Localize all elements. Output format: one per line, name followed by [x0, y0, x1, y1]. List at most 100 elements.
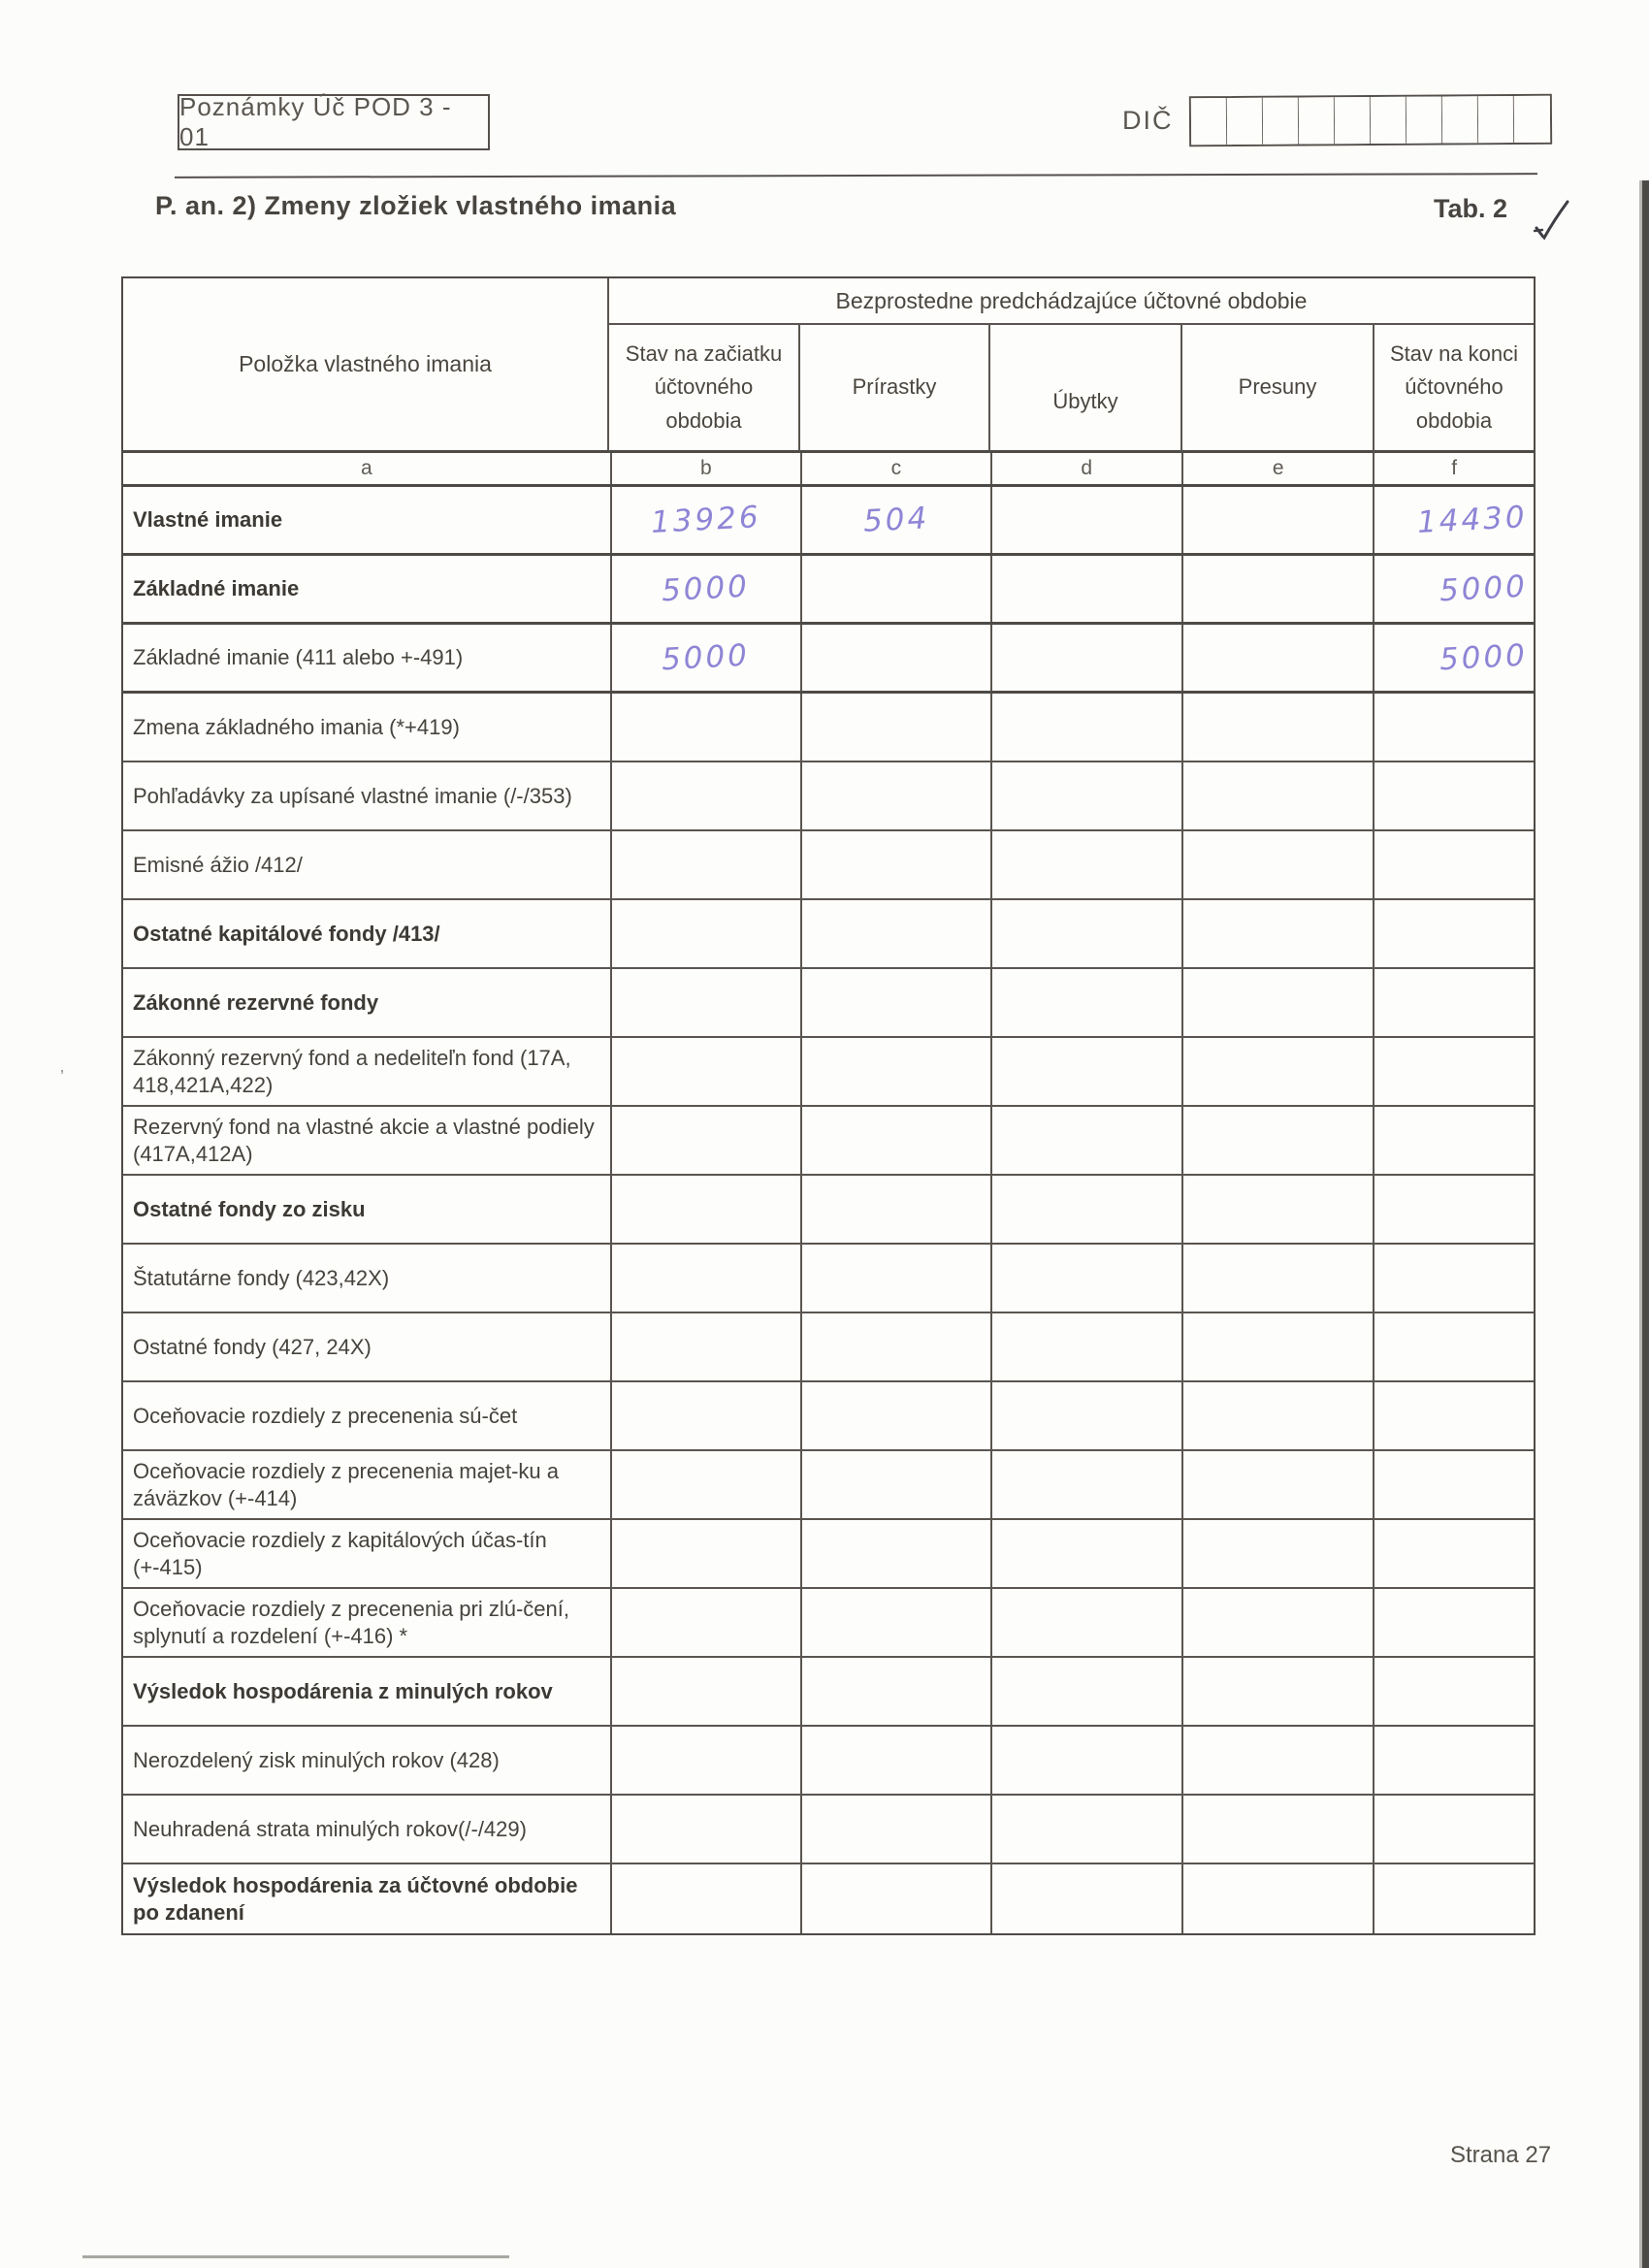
- value-cell-d: [992, 625, 1183, 691]
- value-cell-b: 13926: [612, 487, 803, 553]
- value-cell-c: [802, 1796, 992, 1863]
- dic-cell: [1370, 96, 1406, 144]
- value-cell-b: [612, 1176, 803, 1243]
- handwritten-value: 5000: [1439, 568, 1529, 609]
- value-cell-c: [802, 556, 992, 622]
- value-cell-f: [1374, 900, 1534, 967]
- handwritten-value: 5000: [661, 637, 752, 678]
- dic-cell: [1190, 98, 1227, 146]
- value-cell-d: [992, 1864, 1183, 1933]
- handwritten-value: 14430: [1416, 500, 1529, 540]
- row-label: Nerozdelený zisk minulých rokov (428): [123, 1727, 612, 1794]
- scan-edge-artifact-light: [1639, 180, 1642, 2268]
- value-cell-e: [1183, 1313, 1375, 1380]
- table-row: Výsledok hospodárenia z minulých rokov: [123, 1658, 1534, 1727]
- value-cell-b: [612, 831, 803, 898]
- letter-cell: b: [612, 453, 803, 484]
- table-row: Zákonný rezervný fond a nedeliteľn fond …: [123, 1038, 1534, 1107]
- dic-grid: [1188, 93, 1552, 147]
- table-row: Základné imanie (411 alebo +-491) 5000 500…: [123, 625, 1534, 694]
- subheader-col-f: Stav na konci účtovného obdobia: [1374, 325, 1534, 453]
- table-row: Emisné ážio /412/: [123, 831, 1534, 900]
- value-cell-f: [1374, 1245, 1534, 1312]
- subheader-col-d: Úbytky: [990, 325, 1182, 453]
- subheader-col-e: Presuny: [1182, 325, 1374, 453]
- header-right: Bezprostedne predchádzajúce účtovné obdo…: [609, 278, 1534, 453]
- value-cell-d: [992, 1382, 1183, 1449]
- dic-cell: [1513, 95, 1550, 143]
- subheader-col-c: Prírastky: [800, 325, 990, 453]
- period-span-header: Bezprostedne predchádzajúce účtovné obdo…: [609, 278, 1534, 325]
- value-cell-c: [802, 1038, 992, 1105]
- form-code-box: Poznámky Úč POD 3 - 01: [178, 92, 490, 151]
- table-row: Rezervný fond na vlastné akcie a vlastné…: [123, 1107, 1534, 1176]
- value-cell-b: [612, 1313, 803, 1380]
- value-cell-b: [612, 1727, 803, 1794]
- row-label: Zákonný rezervný fond a nedeliteľn fond …: [123, 1038, 612, 1105]
- dic-cell: [1477, 95, 1514, 144]
- value-cell-b: [612, 1520, 803, 1587]
- tab-label: Tab. 2: [1434, 194, 1508, 223]
- row-label: Oceňovacie rozdiely z precenenia pri zlú…: [123, 1589, 612, 1656]
- value-cell-e: [1183, 1520, 1375, 1587]
- value-cell-d: [992, 831, 1183, 898]
- value-cell-d: [992, 1658, 1183, 1725]
- row-label: Emisné ážio /412/: [123, 831, 612, 898]
- table-body: Vlastné imanie 13926 504 14430 Základné iman…: [123, 487, 1534, 1933]
- value-cell-d: [992, 487, 1183, 553]
- value-cell-e: [1183, 625, 1375, 691]
- value-cell-f: [1374, 1727, 1534, 1794]
- handwritten-value: 5000: [1439, 637, 1529, 678]
- row-label: Oceňovacie rozdiely z precenenia sú-čet: [123, 1382, 612, 1449]
- value-cell-d: [992, 1451, 1183, 1518]
- value-cell-f: [1374, 1107, 1534, 1174]
- value-cell-c: [802, 1451, 992, 1518]
- page-number: Strana 27: [1450, 2142, 1552, 2168]
- dic-cell: [1406, 96, 1442, 144]
- table-row: Zákonné rezervné fondy: [123, 969, 1534, 1038]
- value-cell-f: [1374, 762, 1534, 829]
- section-title: P. an. 2) Zmeny zložiek vlastného imania: [155, 191, 677, 220]
- table-row: Ostatné fondy zo zisku: [123, 1176, 1534, 1245]
- form-code-label: Poznámky Úč POD 3 - 01: [179, 92, 452, 151]
- table-row: Neuhradená strata minulých rokov(/-/429): [123, 1796, 1534, 1864]
- value-cell-f: [1374, 1520, 1534, 1587]
- value-cell-b: [612, 1589, 803, 1656]
- value-cell-d: [992, 1176, 1183, 1243]
- value-cell-c: [802, 694, 992, 761]
- subheader-row: Stav na začiatku účtovného obdobia Príras…: [609, 325, 1534, 453]
- row-label: Oceňovacie rozdiely z precenenia majet-k…: [123, 1451, 612, 1518]
- value-cell-e: [1183, 1245, 1375, 1312]
- row-label: Neuhradená strata minulých rokov(/-/429): [123, 1796, 612, 1863]
- value-cell-f: [1374, 1038, 1534, 1105]
- value-cell-c: [802, 625, 992, 691]
- value-cell-d: [992, 1589, 1183, 1656]
- letter-cell: d: [992, 453, 1183, 484]
- handwritten-value: 13926: [650, 500, 762, 540]
- value-cell-f: 5000: [1374, 625, 1534, 691]
- value-cell-f: [1374, 1313, 1534, 1380]
- value-cell-f: [1374, 969, 1534, 1036]
- value-cell-b: [612, 1107, 803, 1174]
- value-cell-c: [802, 1589, 992, 1656]
- row-label: Zákonné rezervné fondy: [123, 969, 612, 1036]
- dic-cell: [1226, 97, 1263, 146]
- value-cell-b: [612, 1864, 803, 1933]
- value-cell-f: [1374, 694, 1534, 761]
- table-row: Nerozdelený zisk minulých rokov (428): [123, 1727, 1534, 1796]
- dic-section: DIČ: [1122, 93, 1552, 147]
- value-cell-d: [992, 1313, 1183, 1380]
- value-cell-f: [1374, 1451, 1534, 1518]
- table-row: Ostatné fondy (427, 24X): [123, 1313, 1534, 1382]
- row-label: Základné imanie (411 alebo +-491): [123, 625, 612, 691]
- table-row: Oceňovacie rozdiely z precenenia sú-čet: [123, 1382, 1534, 1451]
- table-row: Štatutárne fondy (423,42X): [123, 1245, 1534, 1313]
- value-cell-c: [802, 1658, 992, 1725]
- scan-speck: ·: [291, 1331, 296, 1346]
- value-cell-c: [802, 1864, 992, 1933]
- value-cell-e: [1183, 900, 1375, 967]
- value-cell-d: [992, 1245, 1183, 1312]
- value-cell-e: [1183, 762, 1375, 829]
- letter-cell: c: [802, 453, 992, 484]
